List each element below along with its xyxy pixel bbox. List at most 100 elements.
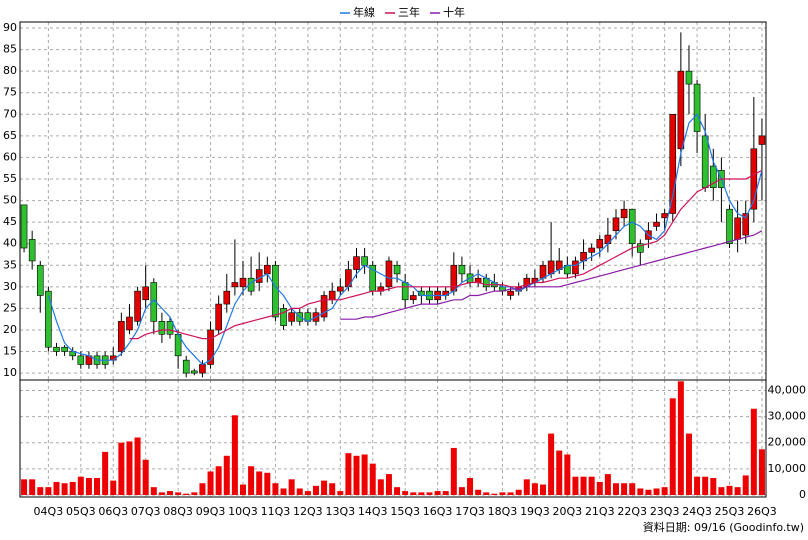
volume-bar <box>442 491 449 495</box>
volume-bar <box>337 491 344 495</box>
candle-body <box>547 260 555 275</box>
x-tick-label: 07Q3 <box>131 505 161 518</box>
volume-bar <box>612 483 619 495</box>
x-tick-label: 24Q3 <box>682 505 712 518</box>
volume-bar <box>69 481 76 495</box>
y-tick-label: 90 <box>3 21 17 34</box>
volume-bar <box>150 487 157 495</box>
candle-body <box>661 213 668 219</box>
x-tick-label: 05Q3 <box>66 505 96 518</box>
volume-bar <box>669 398 676 495</box>
volume-bar <box>175 492 182 495</box>
volume-bar <box>434 491 441 495</box>
candle-body <box>353 256 360 270</box>
volume-bar <box>580 476 587 495</box>
volume-bar <box>329 483 336 495</box>
candle-body <box>20 204 28 249</box>
y-tick-label: 60 <box>3 150 17 163</box>
x-tick-label: 19Q3 <box>520 505 550 518</box>
volume-bar <box>199 483 206 495</box>
y-tick-label: 20 <box>3 323 17 336</box>
candle-body <box>134 290 141 322</box>
volume-bar <box>548 433 555 495</box>
candle-body <box>474 277 482 283</box>
volume-bar <box>402 491 409 495</box>
volume-bar <box>94 478 101 495</box>
volume-bar <box>304 491 311 495</box>
source-note: 資料日期: 09/16 (Goodinfo.tw) <box>643 520 804 534</box>
y-tick-label: 50 <box>3 194 17 207</box>
volume-bar <box>77 476 84 495</box>
ma-line <box>340 230 763 320</box>
candle-body <box>539 264 547 279</box>
volume-bar <box>272 483 279 495</box>
volume-bar <box>523 479 530 495</box>
volume-bar <box>369 463 376 495</box>
volume-bar <box>475 489 482 495</box>
candle-body <box>758 135 766 145</box>
y-tick-label: 85 <box>3 43 17 56</box>
candle-body <box>328 290 336 301</box>
candle-body <box>53 346 60 352</box>
volume-bar <box>604 474 611 495</box>
candle-body <box>223 290 231 305</box>
candle-body <box>588 247 595 253</box>
x-tick-label: 09Q3 <box>196 505 226 518</box>
x-tick-label: 25Q3 <box>715 505 745 518</box>
legend-label: 十年 <box>443 5 465 19</box>
volume-bar <box>742 475 749 495</box>
y-tick-label: 70 <box>3 107 17 120</box>
volume-bar <box>134 437 141 495</box>
volume-bar <box>653 488 660 495</box>
volume-bar <box>702 476 709 495</box>
volume-bar <box>426 492 433 495</box>
candle-body <box>158 321 166 335</box>
volume-bar <box>223 455 230 495</box>
candle-body <box>620 208 628 219</box>
candle-body <box>361 256 368 266</box>
volume-bar <box>215 466 222 495</box>
candle-body <box>637 243 644 253</box>
candle-body <box>207 329 214 365</box>
candle-body <box>385 260 393 288</box>
volume-bar <box>102 451 109 495</box>
candle-body <box>685 70 693 85</box>
candle-body <box>199 364 206 374</box>
volume-bar <box>596 481 603 495</box>
y-tick-label: 25 <box>3 301 17 314</box>
candle-body <box>142 286 149 301</box>
candle-body <box>596 239 604 249</box>
candle-body <box>393 264 401 275</box>
legend-label: 年線 <box>353 5 375 19</box>
candle-body <box>677 70 685 150</box>
volume-bar <box>61 483 68 495</box>
y2-tick-label: 10,000 <box>768 462 807 475</box>
volume-bar <box>410 492 417 495</box>
volume-bar <box>661 487 668 495</box>
volume-bar <box>556 450 563 495</box>
x-tick-label: 15Q3 <box>390 505 420 518</box>
volume-bar <box>377 479 384 495</box>
ma-line <box>47 113 763 366</box>
legend-label: 三年 <box>398 5 420 19</box>
volume-bar <box>458 487 465 495</box>
candle-body <box>734 217 741 240</box>
volume-bar <box>248 466 255 495</box>
volume-bar <box>385 474 392 495</box>
volume-bar <box>499 492 506 495</box>
volume-bar <box>231 415 238 495</box>
candle-body <box>272 264 279 318</box>
volume-bar <box>353 455 360 495</box>
volume-bar <box>288 479 295 495</box>
x-tick-label: 17Q3 <box>455 505 485 518</box>
candle-body <box>726 208 733 245</box>
x-tick-label: 10Q3 <box>228 505 258 518</box>
x-tick-label: 13Q3 <box>325 505 355 518</box>
volume-bar <box>588 476 595 495</box>
volume-bar <box>85 478 92 495</box>
candle-body <box>45 290 52 348</box>
candle-body <box>231 282 239 288</box>
x-tick-label: 26Q3 <box>747 505 777 518</box>
volume-bar <box>158 492 165 495</box>
volume-bar <box>167 491 174 495</box>
